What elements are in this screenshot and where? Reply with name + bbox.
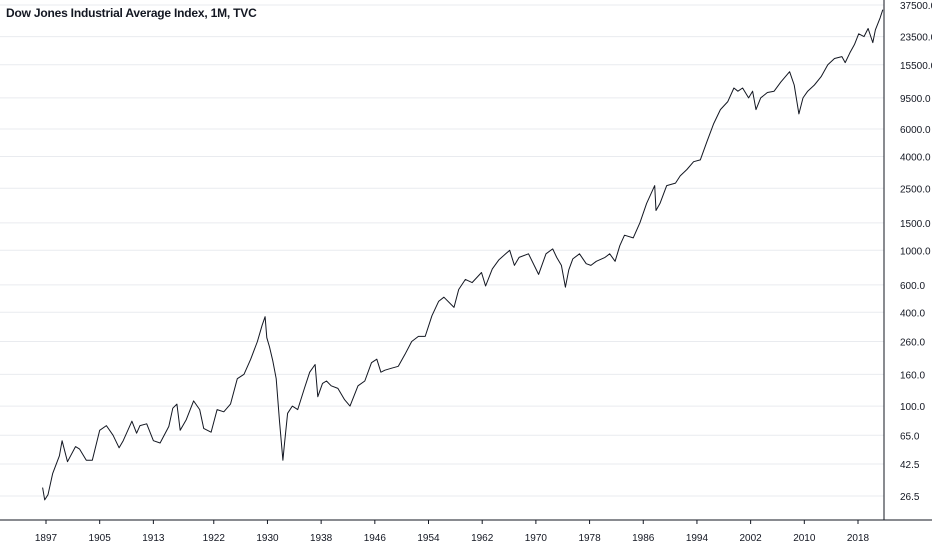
- x-tick-label: 1970: [525, 533, 548, 544]
- x-tick-label: 1978: [578, 533, 601, 544]
- x-tick-label: 2002: [740, 533, 763, 544]
- y-tick-label: 160.0: [900, 370, 925, 381]
- y-tick-label: 1500.0: [900, 219, 931, 230]
- x-tick-label: 1954: [417, 533, 440, 544]
- y-tick-label: 100.0: [900, 402, 925, 413]
- y-tick-label: 400.0: [900, 308, 925, 319]
- y-tick-label: 6000.0: [900, 125, 931, 136]
- x-tick-label: 1897: [35, 533, 58, 544]
- gridlines: [0, 4, 884, 497]
- y-tick-label: 4000.0: [900, 152, 931, 163]
- y-tick-label: 42.5: [900, 460, 920, 471]
- y-tick-label: 1000.0: [900, 246, 931, 257]
- x-tick-label: 2018: [847, 533, 870, 544]
- x-tick-label: 1905: [89, 533, 112, 544]
- y-tick-label: 260.0: [900, 337, 925, 348]
- y-tick-label: 37500.0: [900, 1, 932, 12]
- x-tick-label: 1994: [686, 533, 709, 544]
- x-tick-label: 1922: [203, 533, 226, 544]
- y-tick-label: 23500.0: [900, 33, 932, 44]
- x-tick-label: 1913: [142, 533, 165, 544]
- x-tick-label: 1930: [256, 533, 279, 544]
- chart-title: Dow Jones Industrial Average Index, 1M, …: [6, 6, 257, 20]
- y-tick-label: 9500.0: [900, 94, 931, 105]
- y-tick-label: 26.5: [900, 492, 920, 503]
- x-tick-label: 1946: [364, 533, 387, 544]
- y-tick-label: 600.0: [900, 281, 925, 292]
- series-line: [42, 9, 884, 501]
- y-tick-label: 2500.0: [900, 184, 931, 195]
- series-layer: [42, 9, 884, 501]
- y-tick-label: 65.0: [900, 431, 920, 442]
- x-tick-label: 2010: [793, 533, 816, 544]
- x-tick-label: 1986: [632, 533, 655, 544]
- x-tick-label: 1962: [471, 533, 494, 544]
- y-tick-label: 15500.0: [900, 61, 932, 72]
- x-tick-label: 1938: [310, 533, 333, 544]
